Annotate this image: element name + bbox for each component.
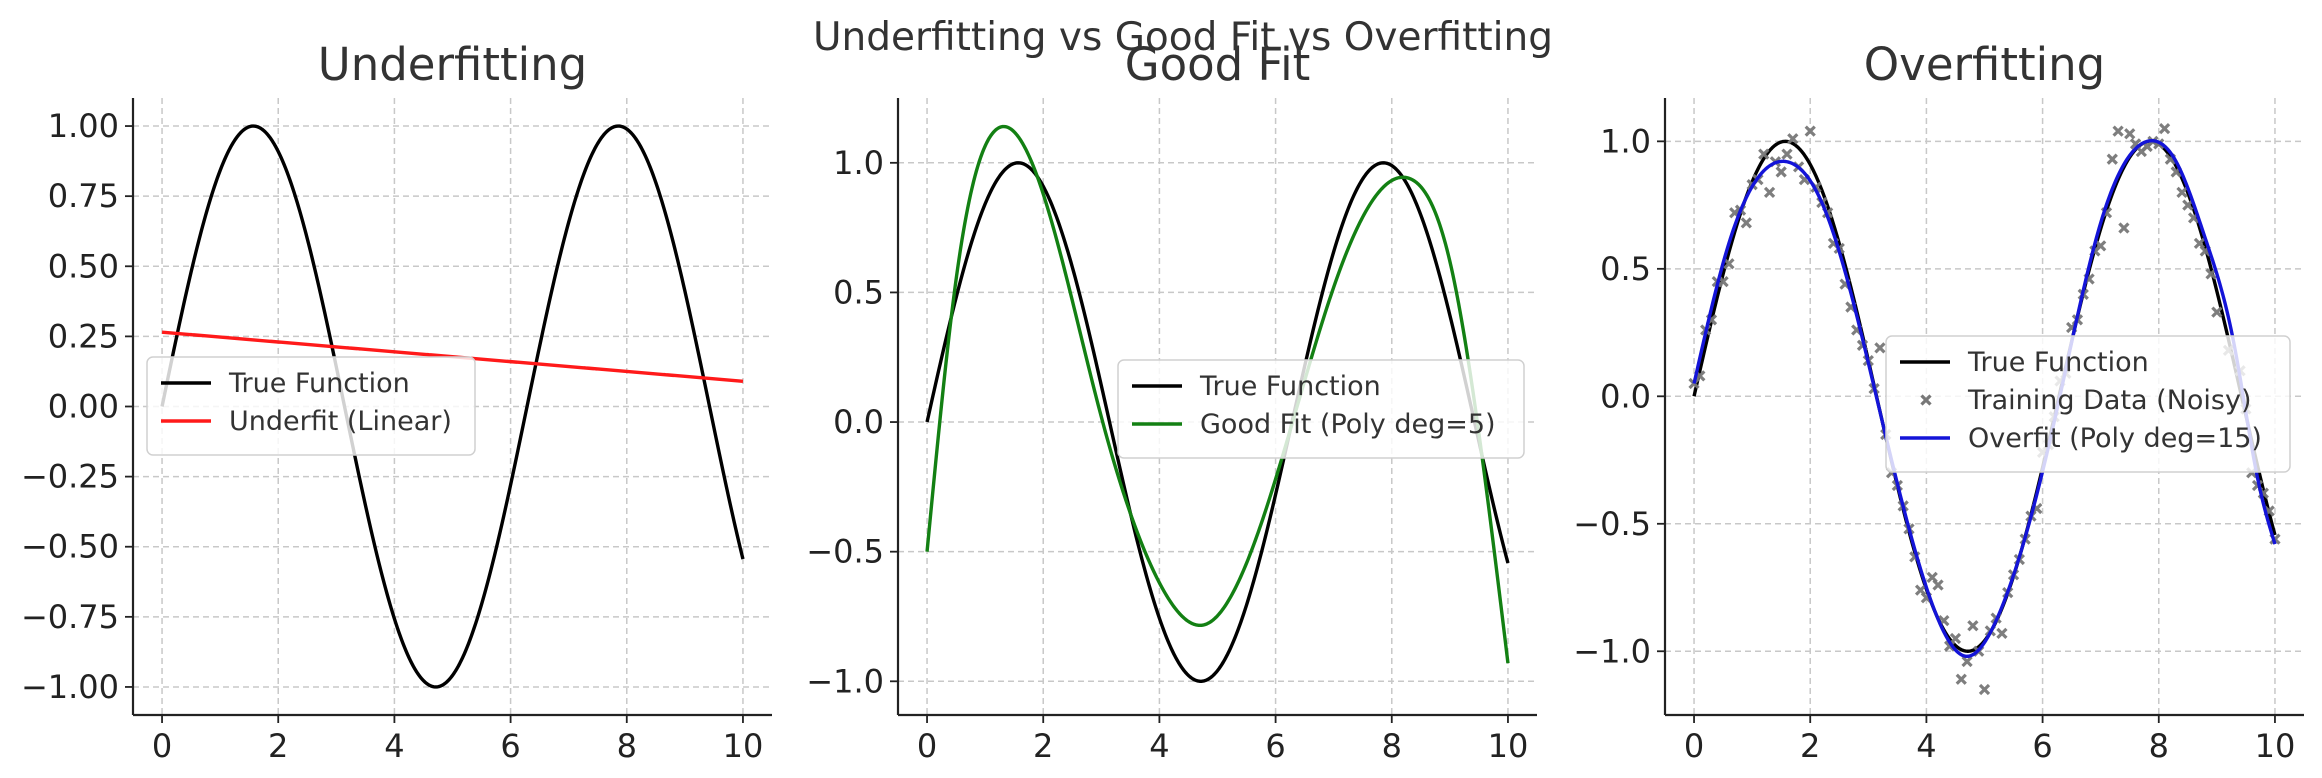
x-tick-label: 0 (917, 727, 937, 765)
data-point (2106, 153, 2118, 165)
y-tick-label: 1.00 (48, 107, 119, 145)
data-point (1955, 673, 1967, 685)
x-tick-label: 2 (1800, 727, 1820, 765)
x-tick-label: 8 (1382, 727, 1402, 765)
data-point (1874, 342, 1886, 354)
legend-label: Good Fit (Poly deg=5) (1200, 409, 1496, 440)
x-tick-label: 2 (268, 727, 288, 765)
x-tick-label: 0 (1684, 727, 1704, 765)
x-tick-label: 6 (1265, 727, 1285, 765)
data-point (2182, 199, 2194, 211)
legend-label: Underfit (Linear) (229, 406, 452, 437)
x-tick-label: 8 (2149, 727, 2169, 765)
data-point (1932, 579, 1944, 591)
series-line (160, 124, 745, 689)
legend-label: True Function (1199, 371, 1381, 402)
x-tick-label: 2 (1033, 727, 1053, 765)
legend-box (146, 356, 476, 456)
legend-label: True Function (228, 368, 410, 399)
y-tick-label: 1.0 (1600, 122, 1651, 160)
y-tick-label: 0.0 (833, 403, 884, 441)
x-tick-label: 0 (152, 727, 172, 765)
y-tick-label: −0.75 (21, 598, 119, 636)
subplot-title: Underfitting (318, 38, 587, 91)
data-point (1758, 148, 1770, 160)
y-tick-label: −1.0 (1573, 632, 1651, 670)
data-point (1996, 627, 2008, 640)
plot-area (925, 124, 1510, 683)
y-tick-label: 0.25 (48, 317, 119, 355)
data-point (1787, 133, 1799, 145)
x-tick-label: 4 (1149, 727, 1169, 765)
x-tick-label: 6 (2032, 727, 2052, 765)
x-tick-label: 10 (723, 727, 764, 765)
series-line (925, 124, 1510, 664)
legend-label: True Function (1967, 347, 2149, 378)
legend-label: Overfit (Poly deg=15) (1968, 423, 2262, 454)
y-tick-label: 0.5 (1600, 250, 1651, 288)
y-tick-label: −0.5 (1573, 505, 1651, 543)
series-line (1692, 138, 2277, 659)
y-tick-label: −1.0 (806, 662, 884, 700)
legend-marker (1920, 394, 1932, 406)
subplot-2: Good Fit 0 2 4 6 8 10 1.0 0.5 0.0 −0.5 −1.0 True Fun… (806, 38, 1537, 765)
legend-box (1885, 335, 2291, 473)
y-tick-label: 0.75 (48, 177, 119, 215)
subplot-title: Overfitting (1864, 38, 2105, 91)
x-tick-label: 10 (2255, 727, 2296, 765)
series-line (925, 161, 1510, 683)
data-point (1763, 186, 1776, 198)
x-tick-label: 8 (617, 727, 637, 765)
data-point (1978, 683, 1991, 696)
y-tick-label: 0.0 (1600, 377, 1651, 415)
legend-label: Training Data (Noisy) (1967, 385, 2252, 416)
legend-box (1117, 359, 1525, 459)
data-point (2112, 125, 2124, 137)
data-point (2118, 222, 2130, 234)
y-tick-label: −0.5 (806, 533, 884, 571)
y-tick-label: −0.25 (21, 458, 119, 496)
data-point (2176, 186, 2188, 198)
y-tick-label: 1.0 (833, 144, 884, 182)
y-tick-label: −0.50 (21, 528, 119, 566)
figure-suptitle: Underfitting vs Good Fit vs Overfitting (813, 15, 1553, 60)
x-tick-label: 4 (1916, 727, 1936, 765)
data-point (1723, 258, 1735, 270)
data-point (1961, 655, 1973, 668)
data-point (2124, 128, 2136, 140)
data-point (1967, 620, 1979, 632)
legend: True Function Training Data (Noisy) Overfi… (1885, 335, 2291, 473)
data-point (2095, 240, 2107, 252)
y-tick-label: 0.00 (48, 388, 119, 426)
data-point (2205, 268, 2217, 280)
x-tick-label: 10 (1488, 727, 1529, 765)
y-tick-label: 0.5 (833, 273, 884, 311)
legend: True Function Good Fit (Poly deg=5) (1117, 359, 1525, 459)
legend: True Function Underfit (Linear) (146, 356, 476, 456)
subplot-1: Underfitting 0 2 4 6 8 10 1.00 0.75 0.50 0.25 0.00 −… (21, 38, 772, 765)
data-point (2158, 122, 2171, 135)
data-point (2211, 306, 2223, 318)
subplot-title: Good Fit (1125, 38, 1311, 91)
data-point (1949, 632, 1962, 645)
y-tick-label: −1.00 (21, 668, 119, 706)
x-tick-label: 4 (384, 727, 404, 765)
data-point (1775, 166, 1787, 178)
x-tick-label: 6 (500, 727, 520, 765)
data-point (1804, 125, 1816, 137)
subplot-3: Overfitting 0 2 4 6 8 10 1.0 0.5 0.0 −0.5 −1.0 True … (1573, 38, 2304, 765)
data-point (1781, 148, 1793, 160)
y-tick-label: 0.50 (48, 247, 119, 285)
data-point (1740, 217, 1752, 229)
